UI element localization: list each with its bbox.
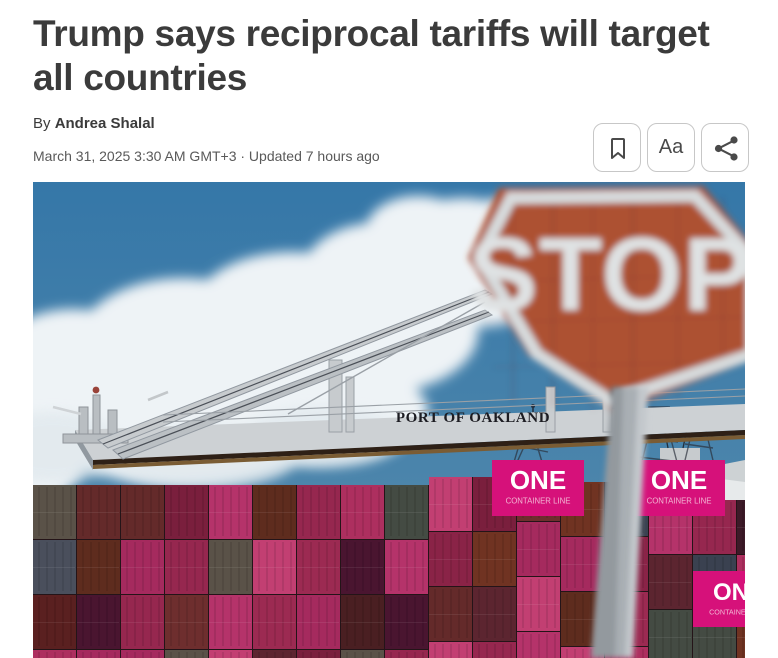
svg-text:ONE: ONE: [713, 579, 745, 606]
svg-text:CONTAINER LINE: CONTAINER LINE: [506, 497, 571, 506]
svg-text:CONTAINER LINE: CONTAINER LINE: [709, 608, 745, 617]
svg-text:PORT OF OAKLAND: PORT OF OAKLAND: [396, 410, 550, 426]
svg-text:CONTAINER LINE: CONTAINER LINE: [647, 497, 712, 506]
svg-text:ONE: ONE: [510, 465, 566, 495]
svg-text:ONE: ONE: [651, 465, 707, 495]
svg-text:STOP: STOP: [468, 217, 745, 333]
